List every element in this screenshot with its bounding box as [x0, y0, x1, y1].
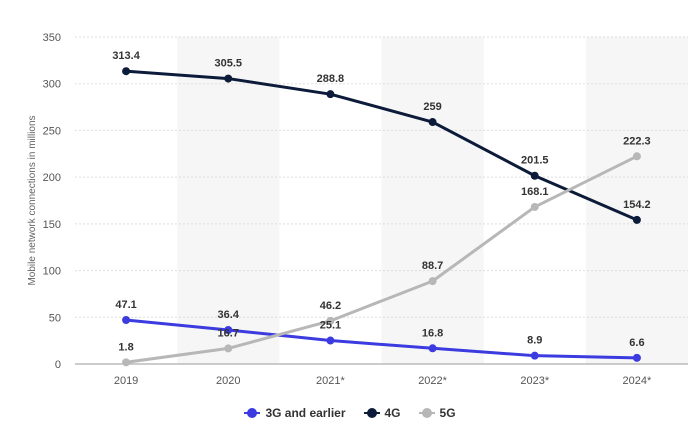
data-point[interactable] — [428, 344, 437, 353]
data-label: 305.5 — [214, 58, 242, 70]
y-axis-ticks: 0 50 100 150 200 250 300 350 — [43, 32, 61, 371]
data-label: 88.7 — [422, 260, 443, 272]
data-point[interactable] — [224, 344, 233, 353]
data-point[interactable] — [122, 315, 131, 324]
data-label: 201.5 — [521, 155, 549, 167]
data-point[interactable] — [530, 351, 539, 360]
legend-item[interactable]: 4G — [363, 406, 401, 420]
data-point[interactable] — [326, 316, 335, 325]
y-tick-label: 250 — [43, 125, 61, 137]
data-label: 313.4 — [112, 50, 140, 62]
y-tick-label: 350 — [43, 32, 61, 44]
x-tick-label: 2019 — [114, 375, 138, 387]
data-label: 288.8 — [317, 73, 345, 85]
category-band — [381, 37, 484, 364]
data-label: 16.8 — [422, 327, 443, 339]
legend-swatch — [418, 407, 435, 419]
data-point[interactable] — [632, 215, 641, 224]
x-axis-ticks: 2019 2020 2021* 2022* 2023* 2024* — [114, 375, 652, 387]
data-label: 168.1 — [521, 186, 549, 198]
x-tick-label: 2022* — [418, 375, 447, 387]
legend-label: 4G — [384, 406, 401, 420]
data-label: 36.4 — [218, 309, 240, 321]
y-tick-label: 0 — [55, 359, 61, 371]
legend-label: 3G and earlier — [265, 406, 346, 420]
y-tick-label: 300 — [43, 79, 61, 91]
data-label: 259 — [423, 101, 441, 113]
series-lines — [122, 67, 641, 367]
x-tick-label: 2024* — [623, 375, 652, 387]
legend-label: 5G — [439, 406, 456, 420]
data-point[interactable] — [530, 171, 539, 180]
alternating-bands — [177, 37, 688, 364]
legend-item[interactable]: 5G — [418, 406, 456, 420]
x-tick-label: 2021* — [316, 375, 345, 387]
x-tick-label: 2020 — [216, 375, 240, 387]
series-line — [125, 318, 637, 360]
data-label: 47.1 — [115, 299, 136, 311]
data-label: 16.7 — [218, 327, 239, 339]
data-label: 222.3 — [623, 135, 651, 147]
data-point[interactable] — [428, 118, 437, 127]
data-point[interactable] — [326, 336, 335, 345]
data-point[interactable] — [530, 202, 539, 211]
data-point[interactable] — [632, 152, 641, 161]
legend: 3G and earlier 4G 5G — [0, 406, 700, 420]
data-labels: 47.1 36.4 25.1 16.8 8.9 6.6 313.4 305.5 288.8 259… — [112, 50, 650, 353]
data-label: 154.2 — [623, 199, 651, 211]
y-tick-label: 150 — [43, 219, 61, 231]
y-tick-label: 50 — [49, 312, 61, 324]
data-point[interactable] — [224, 325, 233, 334]
y-axis-label: Mobile network connections in millions — [27, 115, 38, 285]
legend-swatch — [244, 407, 261, 419]
line-chart: 0 50 100 150 200 250 300 350 2019 2020 2021* 2022*… — [27, 32, 688, 387]
y-tick-label: 100 — [43, 266, 61, 278]
data-point[interactable] — [122, 67, 131, 76]
data-point[interactable] — [122, 358, 131, 367]
data-label: 46.2 — [320, 300, 341, 312]
data-label: 8.9 — [527, 335, 542, 347]
data-label: 6.6 — [629, 337, 644, 349]
series-line — [125, 69, 638, 222]
data-label: 25.1 — [320, 320, 341, 332]
y-tick-label: 200 — [43, 172, 61, 184]
series-line — [125, 154, 638, 364]
gridlines — [75, 36, 688, 365]
category-band — [585, 37, 688, 364]
legend-swatch — [363, 407, 380, 419]
data-label: 1.8 — [118, 341, 133, 353]
x-tick-label: 2023* — [520, 375, 549, 387]
data-point[interactable] — [326, 90, 335, 99]
legend-item[interactable]: 3G and earlier — [244, 406, 346, 420]
data-point[interactable] — [224, 74, 233, 83]
category-band — [177, 37, 280, 364]
data-point[interactable] — [632, 353, 641, 362]
data-point[interactable] — [428, 277, 437, 286]
